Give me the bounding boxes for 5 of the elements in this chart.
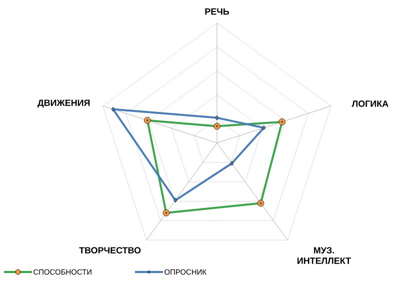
- spoke-label: ДВИЖЕНИЯ: [38, 100, 90, 108]
- spoke-label: ЛОГИКА: [352, 100, 388, 107]
- spoke-label: РЕЧЬ: [205, 8, 230, 15]
- spoke-label: ТВОРЧЕСТВО: [79, 247, 141, 254]
- spoke-label: МУЗ. ИНТЕЛЛЕКТ: [298, 247, 351, 264]
